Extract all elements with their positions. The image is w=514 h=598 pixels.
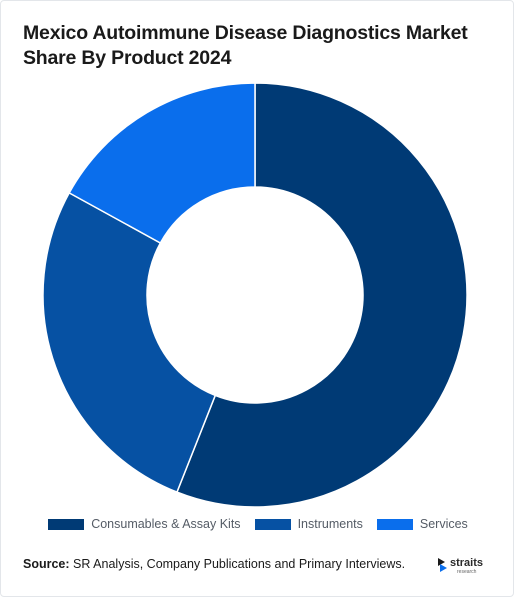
slice-instruments[interactable] bbox=[42, 191, 217, 494]
legend-item-consumables[interactable]: Consumables & Assay Kits bbox=[48, 517, 241, 531]
source-note: Source: SR Analysis, Company Publication… bbox=[23, 557, 405, 571]
legend-item-services[interactable]: Services bbox=[376, 517, 468, 531]
legend-swatch bbox=[254, 518, 291, 530]
chart-title: Mexico Autoimmune Disease Diagnostics Ma… bbox=[23, 22, 468, 69]
legend-label: Instruments bbox=[297, 517, 363, 531]
legend-label: Consumables & Assay Kits bbox=[91, 517, 241, 531]
slice-services[interactable] bbox=[68, 82, 256, 244]
source-text: SR Analysis, Company Publications and Pr… bbox=[73, 557, 406, 571]
legend-swatch bbox=[48, 518, 85, 530]
source-label: Source: bbox=[23, 557, 70, 571]
logo-sub: research bbox=[457, 569, 477, 575]
slice-consumables[interactable] bbox=[175, 82, 468, 508]
legend-label: Services bbox=[419, 517, 468, 531]
legend-item-instruments[interactable]: Instruments bbox=[254, 517, 363, 531]
straits-logo: straits research bbox=[438, 557, 483, 575]
chart-legend: Consumables & Assay Kits Instruments Ser… bbox=[1, 517, 514, 531]
logo-mark-icon bbox=[438, 558, 447, 572]
logo-word: straits bbox=[450, 557, 483, 569]
legend-swatch bbox=[376, 518, 413, 530]
